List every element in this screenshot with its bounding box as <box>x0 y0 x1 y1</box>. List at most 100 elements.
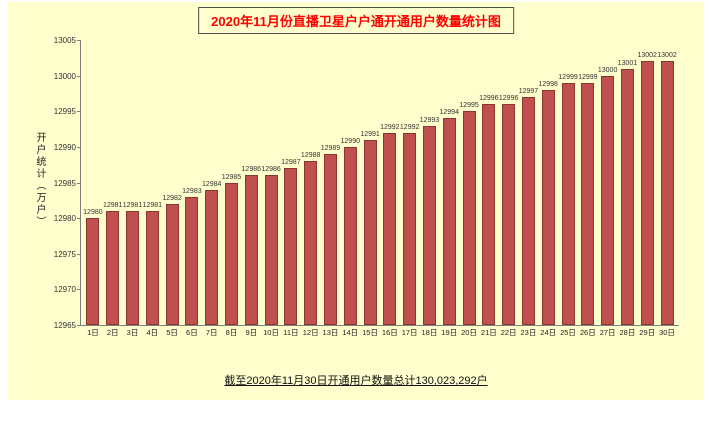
x-axis-tick-label: 26日 <box>579 328 596 337</box>
x-axis-tick-label: 21日 <box>480 328 497 337</box>
x-axis-tick-label: 9日 <box>245 328 258 337</box>
bar-value-label: 12990 <box>340 137 360 145</box>
bar-slot: 12991 <box>360 40 380 325</box>
bar <box>640 61 654 325</box>
bar-value-label: 12984 <box>201 180 222 188</box>
bar-slot: 12992 <box>380 40 400 325</box>
bar-slot: 12992 <box>400 40 420 325</box>
bar-value-label: 12985 <box>221 173 242 181</box>
bar-slot: 13001 <box>618 40 638 325</box>
chart-panel: 2020年11月份直播卫星户户通开通用户数量统计图 开户统计（万户） 12965… <box>8 2 704 400</box>
y-axis-tick-mark <box>77 111 81 113</box>
bar-value-label: 12982 <box>162 194 182 202</box>
bar-slot: 12999 <box>578 40 598 325</box>
bar-slot: 12981 <box>142 40 162 325</box>
bar-slot: 12986 <box>241 40 261 325</box>
plot-area: 12965 12970 12975 12980 12985 12990 12995 13000… <box>54 36 679 337</box>
x-axis-tick-label: 4日 <box>146 328 159 337</box>
bar <box>482 104 496 325</box>
bar-slot: 12997 <box>519 40 539 325</box>
x-axis-tick-label: 20日 <box>461 328 477 337</box>
y-axis-tick-label: 12985 <box>53 178 76 188</box>
bar-value-label: 12998 <box>538 80 558 88</box>
bar-slot: 12984 <box>202 40 222 325</box>
y-axis-title: 开户统计（万户） <box>34 132 45 228</box>
y-axis-tick-label: 12995 <box>53 107 76 117</box>
bar-value-label: 12996 <box>498 95 519 103</box>
x-axis-tick-label: 1日 <box>87 328 99 337</box>
bar-slot: 12993 <box>420 40 440 325</box>
x-axis-tick-label: 24日 <box>540 328 557 337</box>
x-axis-tick-label: 18日 <box>421 328 438 337</box>
bar <box>224 182 238 325</box>
bar <box>165 203 179 325</box>
bar <box>264 175 278 325</box>
x-axis-tick-label: 25日 <box>560 328 576 337</box>
bar <box>422 125 436 325</box>
bar-slot: 12989 <box>321 40 341 325</box>
bar-slot: 12990 <box>340 40 360 325</box>
bar-slot: 12987 <box>281 40 301 325</box>
y-axis-tick-mark <box>77 40 81 41</box>
bar <box>106 211 120 325</box>
bar <box>403 132 417 325</box>
y-axis-tick-label: 13005 <box>53 36 76 45</box>
x-axis-tick-label: 8日 <box>225 328 238 337</box>
x-axis-tick-label: 3日 <box>126 328 139 337</box>
bar-value-label: 12993 <box>419 116 440 124</box>
bar-value-label: 12992 <box>399 123 420 131</box>
bar-value-label: 12989 <box>320 145 341 152</box>
x-axis-tick-label: 15日 <box>362 328 378 337</box>
y-axis-tick-label: 12975 <box>53 249 76 259</box>
bar-value-label: 12992 <box>380 123 400 131</box>
y-axis-tick-mark <box>77 218 81 220</box>
x-axis-tick-label: 29日 <box>639 328 656 337</box>
bar <box>244 175 258 325</box>
y-axis-tick-label: 12980 <box>53 214 76 224</box>
bar-value-label: 13001 <box>617 59 638 67</box>
bar <box>323 154 337 325</box>
bar-value-label: 12983 <box>182 187 202 195</box>
bar <box>442 118 456 325</box>
bar-value-label: 12981 <box>142 202 163 209</box>
chart-title: 2020年11月份直播卫星户户通开通用户数量统计图 <box>198 7 514 34</box>
y-axis-tick-label: 12990 <box>53 142 76 152</box>
bar <box>601 75 615 325</box>
bar <box>541 89 555 325</box>
bar-slot: 13002 <box>637 40 657 325</box>
bar-slot: 12995 <box>459 40 479 325</box>
bar-value-label: 12997 <box>518 88 539 95</box>
x-axis-tick-label: 23日 <box>520 328 537 337</box>
x-axis-tick-label: 6日 <box>186 328 198 337</box>
bar-slot: 12983 <box>182 40 202 325</box>
bar-value-label: 12995 <box>459 102 479 110</box>
x-axis-labels: 1日 2日 3日 4日 5日 6日 7日 8日 9日 10日 11日 12日 13日 14日 15日 16日 1… <box>81 327 679 338</box>
x-axis-tick-label: 16日 <box>381 328 398 337</box>
x-axis-tick-label: 17日 <box>401 328 418 337</box>
y-axis-tick-label: 13000 <box>53 71 76 81</box>
bar <box>343 146 357 325</box>
bar-slot: 12986 <box>261 40 281 325</box>
bar-slot: 12996 <box>479 40 499 325</box>
bar-slot: 13000 <box>598 40 618 325</box>
x-axis-tick-label: 12日 <box>302 328 319 337</box>
x-axis-tick-label: 10日 <box>263 328 279 337</box>
bar <box>620 68 634 325</box>
bar-value-label: 12987 <box>281 159 301 167</box>
bar <box>205 189 219 325</box>
bar-slot: 12998 <box>538 40 558 325</box>
bar-value-label: 12996 <box>479 95 499 103</box>
bar-value-label: 13002 <box>637 52 657 60</box>
bar <box>145 211 159 325</box>
bar-value-label: 12986 <box>261 166 281 174</box>
bar-value-label: 12980 <box>83 209 103 217</box>
bar-slot: 13002 <box>657 40 677 325</box>
bar-slot: 12980 <box>83 40 103 325</box>
bar <box>462 111 476 325</box>
x-axis-tick-label: 14日 <box>342 328 359 337</box>
bar-slot: 12985 <box>222 40 242 325</box>
x-axis-tick-label: 28日 <box>619 328 636 337</box>
bar <box>304 161 318 325</box>
footer-note: 截至2020年11月30日开通用户数量总计130,023,292户 <box>224 375 488 387</box>
bar <box>185 196 199 325</box>
